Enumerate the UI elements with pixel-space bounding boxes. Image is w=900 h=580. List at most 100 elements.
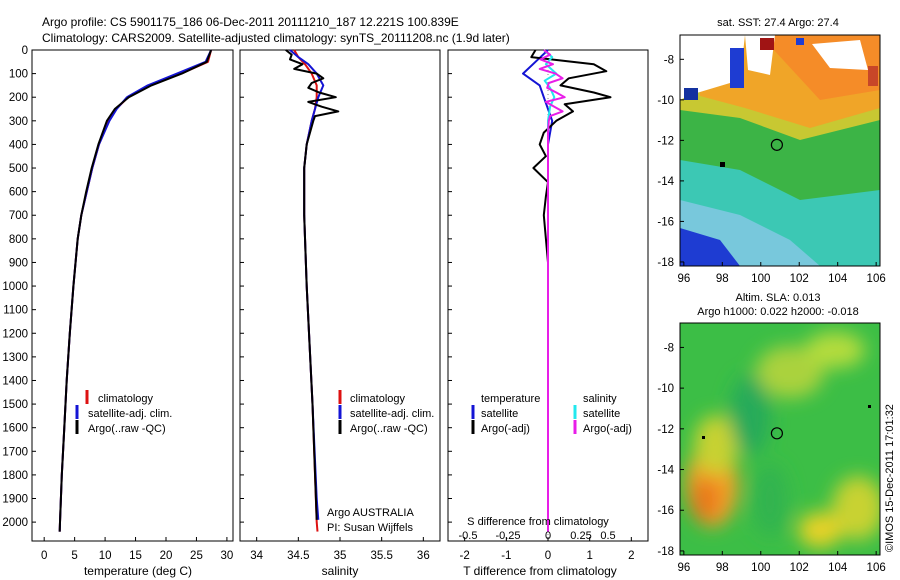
legend-temperature-title: temperature xyxy=(481,393,540,405)
depth-tick-label: 600 xyxy=(9,187,28,199)
x-tick-label: -1 xyxy=(501,550,511,562)
latitude-tick-label: -16 xyxy=(657,216,674,228)
sla-map-frame xyxy=(679,322,881,556)
salinity-legend: climatology satellite-adj. clim. Argo(..… xyxy=(338,390,434,435)
temperature-panel: 0100200300400500600700800900100011001200… xyxy=(2,45,234,578)
s-difference-top-label: S difference from climatology xyxy=(467,516,609,528)
depth-tick-label: 200 xyxy=(9,92,28,104)
x-tick-label: 5 xyxy=(71,550,77,562)
latitude-tick-label: -18 xyxy=(657,546,674,558)
series-line-argo-raw-qc- xyxy=(285,49,340,520)
legend-argo-label: Argo(..raw -QC) xyxy=(88,423,166,435)
sst-hot-pixel xyxy=(760,38,774,50)
argo-program-annotation: Argo AUSTRALIA xyxy=(327,507,414,519)
sla-map-title-line-1: Altim. SLA: 0.013 xyxy=(736,292,821,304)
latitude-tick-label: -8 xyxy=(664,342,674,354)
sla-low-area xyxy=(730,375,770,455)
sla-raised-area-se xyxy=(832,476,880,540)
legend-t-satellite-label: satellite xyxy=(481,408,518,420)
depth-tick-label: 1900 xyxy=(2,494,28,506)
depth-tick-label: 700 xyxy=(9,210,28,222)
x-tick-label: 34 xyxy=(250,550,263,562)
imos-timestamp-label: ©IMOS 15-Dec-2011 17:01:32 xyxy=(884,404,896,552)
argo-pi-annotation: PI: Susan Wijffels xyxy=(327,522,413,534)
longitude-tick-label: 106 xyxy=(867,273,886,285)
depth-tick-label: 400 xyxy=(9,139,28,151)
t-difference-x-label: T difference from climatology xyxy=(463,564,617,578)
s-tick-label-4: 0.25 xyxy=(570,530,591,542)
x-tick-label: 0 xyxy=(41,550,47,562)
sst-map-panel: sat. SST: 27.4 Argo: 27.4 96 98 100 102 104 1… xyxy=(657,17,885,285)
depth-axis-ticks: 0 100 200 300 400 500 600 700 800 900 1000 1100 1200… xyxy=(2,45,36,529)
x-tick-label: 35 xyxy=(334,550,347,562)
difference-series xyxy=(522,49,612,532)
sla-raised-area xyxy=(694,415,738,475)
difference-depth-ticks xyxy=(448,49,452,523)
temperature-series xyxy=(58,49,213,532)
depth-tick-label: 100 xyxy=(9,69,28,81)
longitude-tick-label: 96 xyxy=(677,273,690,285)
salinity-depth-ticks xyxy=(240,49,244,523)
x-tick-label: 30 xyxy=(221,550,234,562)
depth-tick-label: 1800 xyxy=(2,470,28,482)
latitude-tick-label: -14 xyxy=(657,176,674,188)
legend-argo-label: Argo(..raw -QC) xyxy=(350,423,428,435)
longitude-tick-label: 98 xyxy=(716,273,729,285)
sla-land-dot xyxy=(702,436,705,439)
legend-satellite-label: satellite-adj. clim. xyxy=(350,408,434,420)
sla-raised-area-ne xyxy=(805,332,865,368)
legend-s-satellite-label: satellite xyxy=(583,408,620,420)
longitude-tick-label: 100 xyxy=(751,273,770,285)
salinity-series xyxy=(285,49,340,532)
latitude-tick-label: -12 xyxy=(657,135,674,147)
sla-highest-anomaly xyxy=(691,478,719,522)
longitude-tick-label: 102 xyxy=(790,562,809,574)
s-tick-label-5: 0.5 xyxy=(600,530,615,542)
temperature-axes-frame xyxy=(31,49,234,542)
longitude-tick-label: 100 xyxy=(751,562,770,574)
depth-tick-label: 1500 xyxy=(2,399,28,411)
sst-map-frame xyxy=(679,34,881,267)
sst-edge-pixel xyxy=(868,66,878,86)
sst-map-ticks: 96 98 100 102 104 106 -8 -10 -12 -14 -16 -18 xyxy=(657,54,885,285)
sst-missing-data-top-left xyxy=(680,35,745,100)
x-tick-label: 1 xyxy=(586,550,592,562)
salinity-x-label: salinity xyxy=(322,564,359,578)
x-tick-label: 10 xyxy=(99,550,112,562)
depth-tick-label: 800 xyxy=(9,234,28,246)
sla-map-ticks: 96 98 100 102 104 106 -8 -10 -12 -14 -16 -18 xyxy=(657,342,885,574)
temperature-legend: climatology satellite-adj. clim. Argo(..… xyxy=(75,390,172,435)
salinity-axes-frame xyxy=(239,49,441,542)
x-tick-label: 20 xyxy=(160,550,173,562)
sst-coolest-patch xyxy=(680,228,740,266)
sla-map-title-line-2: Argo h1000: 0.022 h2000: -0.018 xyxy=(697,306,858,318)
sst-land-dot xyxy=(720,162,725,167)
sla-map-image xyxy=(680,323,880,555)
longitude-tick-label: 98 xyxy=(716,562,729,574)
sla-low-area-south xyxy=(752,464,788,536)
legend-t-argo-label: Argo(-adj) xyxy=(481,423,530,435)
header-line-2: Climatology: CARS2009. Satellite-adjuste… xyxy=(42,31,510,45)
depth-tick-label: 1600 xyxy=(2,423,28,435)
sst-map-title: sat. SST: 27.4 Argo: 27.4 xyxy=(717,17,839,29)
series-line-argo-raw-qc- xyxy=(58,49,213,532)
sst-float-position-marker xyxy=(770,138,784,151)
depth-tick-label: 0 xyxy=(22,45,28,57)
depth-tick-label: 900 xyxy=(9,257,28,269)
longitude-tick-label: 104 xyxy=(828,562,848,574)
difference-axis-ticks: -2 -1 0 1 2 xyxy=(460,537,635,562)
sst-small-pixel xyxy=(796,38,804,45)
legend-s-argo-label: Argo(-adj) xyxy=(583,423,632,435)
latitude-tick-label: -14 xyxy=(657,465,674,477)
legend-climatology-label: climatology xyxy=(98,393,154,405)
x-tick-label: 34.5 xyxy=(287,550,309,562)
sla-map-panel: Altim. SLA: 0.013 Argo h1000: 0.022 h200… xyxy=(657,292,885,574)
series-line-salinity-argo-adj- xyxy=(538,49,566,532)
difference-legend: temperature salinity satellite Argo(-adj… xyxy=(471,393,632,435)
temperature-axis-ticks: 0 5 10 15 20 25 30 xyxy=(41,537,233,562)
latitude-tick-label: -8 xyxy=(664,54,674,66)
s-tick-label-3: 0 xyxy=(545,530,551,542)
sla-land-dot-east xyxy=(868,405,871,408)
x-tick-label: 2 xyxy=(628,550,634,562)
